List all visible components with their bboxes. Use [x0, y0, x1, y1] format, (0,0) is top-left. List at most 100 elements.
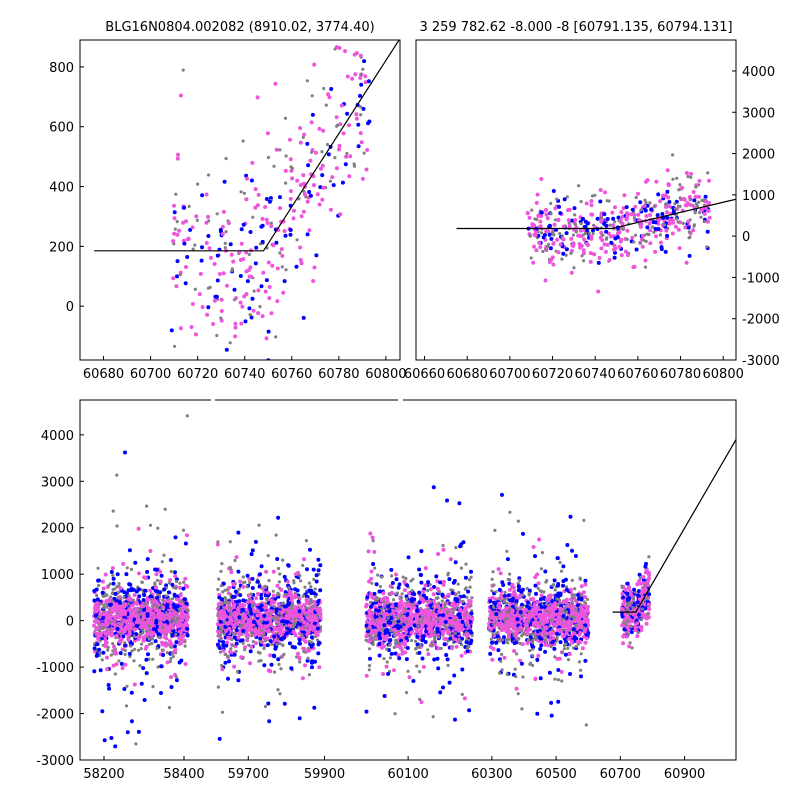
- ytick-label: 200: [49, 240, 74, 255]
- data-point: [225, 640, 230, 645]
- data-point: [132, 659, 136, 663]
- data-point: [397, 582, 402, 587]
- data-point: [224, 643, 229, 648]
- data-point: [691, 190, 696, 194]
- data-point: [408, 626, 413, 631]
- data-point: [119, 612, 124, 617]
- data-point: [318, 563, 323, 568]
- data-point: [454, 606, 458, 610]
- data-point: [290, 166, 294, 170]
- data-point: [364, 638, 368, 642]
- data-point: [229, 570, 234, 575]
- data-point: [267, 199, 272, 204]
- data-point: [275, 583, 280, 588]
- data-point: [539, 210, 544, 215]
- data-point: [590, 194, 595, 198]
- data-point: [468, 601, 473, 606]
- data-point: [528, 234, 532, 238]
- data-point: [130, 649, 134, 653]
- data-point: [305, 658, 310, 663]
- data-point: [238, 593, 243, 598]
- data-point: [584, 241, 589, 246]
- data-point: [278, 195, 282, 200]
- data-point: [121, 634, 126, 639]
- data-point: [183, 541, 188, 546]
- data-point: [113, 744, 118, 749]
- data-point: [133, 600, 138, 605]
- data-point: [311, 604, 315, 608]
- data-point: [106, 683, 111, 687]
- data-point: [240, 304, 245, 309]
- data-point: [111, 642, 115, 646]
- data-point: [149, 620, 154, 625]
- data-point: [267, 296, 272, 301]
- data-point: [259, 284, 264, 289]
- data-point: [313, 595, 317, 599]
- data-point: [106, 584, 111, 588]
- data-point: [442, 609, 447, 614]
- data-point: [397, 641, 401, 646]
- data-point: [673, 207, 678, 211]
- data-point: [530, 222, 535, 227]
- data-point: [154, 618, 159, 623]
- data-point: [440, 592, 445, 597]
- data-point: [165, 603, 170, 608]
- data-point: [281, 290, 286, 295]
- data-point: [251, 308, 256, 313]
- data-point: [613, 246, 618, 251]
- data-point: [652, 205, 656, 209]
- data-point: [334, 166, 339, 171]
- data-point: [381, 672, 385, 676]
- data-point: [415, 642, 420, 647]
- data-point: [697, 211, 702, 215]
- data-point: [320, 150, 324, 154]
- data-point: [325, 142, 330, 147]
- data-point: [421, 599, 426, 604]
- data-point: [179, 622, 184, 627]
- data-point: [186, 410, 190, 414]
- data-point: [155, 578, 159, 582]
- data-point: [453, 623, 458, 628]
- data-point: [297, 641, 302, 646]
- data-point: [155, 646, 159, 651]
- data-point: [155, 589, 160, 594]
- data-point: [409, 630, 414, 635]
- data-point: [468, 585, 472, 589]
- data-point: [272, 605, 276, 609]
- data-point: [239, 227, 244, 232]
- data-point: [371, 562, 376, 566]
- data-point: [418, 670, 422, 674]
- data-point: [561, 224, 566, 229]
- data-point: [591, 228, 595, 233]
- data-point: [177, 228, 182, 233]
- data-point: [363, 74, 368, 79]
- data-point: [409, 638, 414, 643]
- data-point: [405, 620, 409, 624]
- data-point: [185, 608, 189, 612]
- data-point: [444, 653, 449, 657]
- data-point: [281, 601, 285, 605]
- data-point: [667, 200, 672, 204]
- data-point: [558, 242, 563, 247]
- data-point: [639, 208, 643, 212]
- data-point: [226, 654, 230, 658]
- data-point: [567, 224, 572, 229]
- data-point: [115, 572, 120, 577]
- data-point: [593, 193, 597, 197]
- data-point: [693, 194, 698, 199]
- data-point: [224, 652, 228, 656]
- data-point: [394, 641, 398, 645]
- data-point: [175, 220, 179, 224]
- data-point: [360, 176, 365, 181]
- ytick-label: -3000: [742, 354, 780, 369]
- xtick-label: 60740: [224, 367, 265, 382]
- data-point: [307, 228, 312, 233]
- data-point: [637, 218, 642, 223]
- data-point: [182, 205, 187, 210]
- data-point: [111, 588, 115, 592]
- data-point: [243, 580, 247, 584]
- data-point: [364, 709, 369, 714]
- data-point: [111, 573, 115, 577]
- data-point: [102, 626, 106, 630]
- data-point: [273, 670, 277, 674]
